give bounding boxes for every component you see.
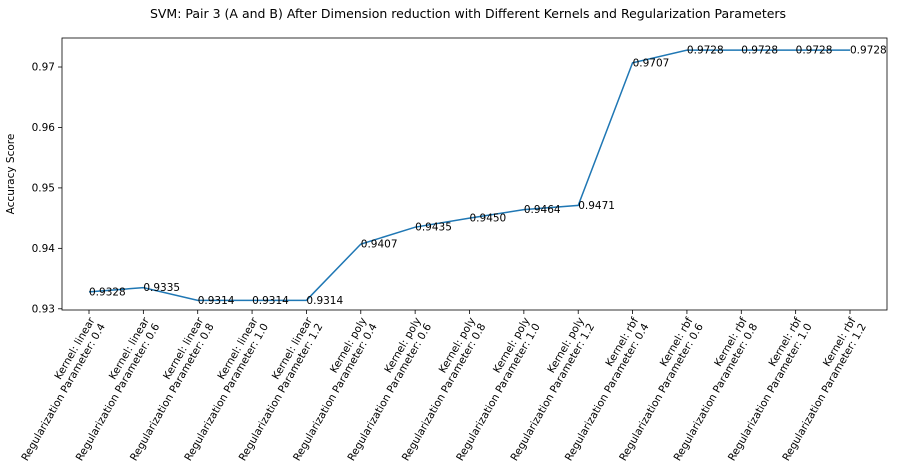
data-label: 0.9314	[252, 295, 289, 307]
y-tick-label: 0.96	[32, 122, 56, 134]
data-label: 0.9328	[89, 286, 126, 298]
data-label: 0.9471	[578, 200, 615, 212]
y-tick-label: 0.95	[32, 182, 55, 194]
data-label: 0.9450	[470, 213, 507, 225]
y-tick-label: 0.97	[32, 62, 55, 74]
data-label: 0.9728	[741, 45, 778, 57]
y-tick-label: 0.93	[32, 303, 55, 315]
y-axis-label: Accuracy Score	[5, 134, 17, 215]
data-label: 0.9707	[633, 57, 670, 69]
data-label: 0.9335	[143, 282, 180, 294]
series-line	[88, 49, 850, 302]
data-label: 0.9314	[198, 295, 235, 307]
chart-title: SVM: Pair 3 (A and B) After Dimension re…	[150, 6, 786, 21]
data-label: 0.9728	[687, 45, 724, 57]
data-label: 0.9314	[306, 295, 343, 307]
y-axis: 0.93 0.94 0.95 0.96 0.97	[32, 62, 62, 315]
data-label: 0.9728	[796, 45, 833, 57]
x-axis: Kernel: linearRegularization Parameter: …	[19, 310, 869, 463]
y-tick-label: 0.94	[32, 243, 56, 255]
data-label: 0.9464	[524, 204, 561, 216]
data-label: 0.9728	[850, 45, 887, 57]
data-label: 0.9435	[415, 222, 452, 234]
data-label: 0.9407	[361, 239, 398, 251]
plot-area	[61, 37, 888, 311]
data-labels: 0.9328 0.9335 0.9314 0.9314 0.9314 0.9407 0.94…	[89, 45, 887, 307]
